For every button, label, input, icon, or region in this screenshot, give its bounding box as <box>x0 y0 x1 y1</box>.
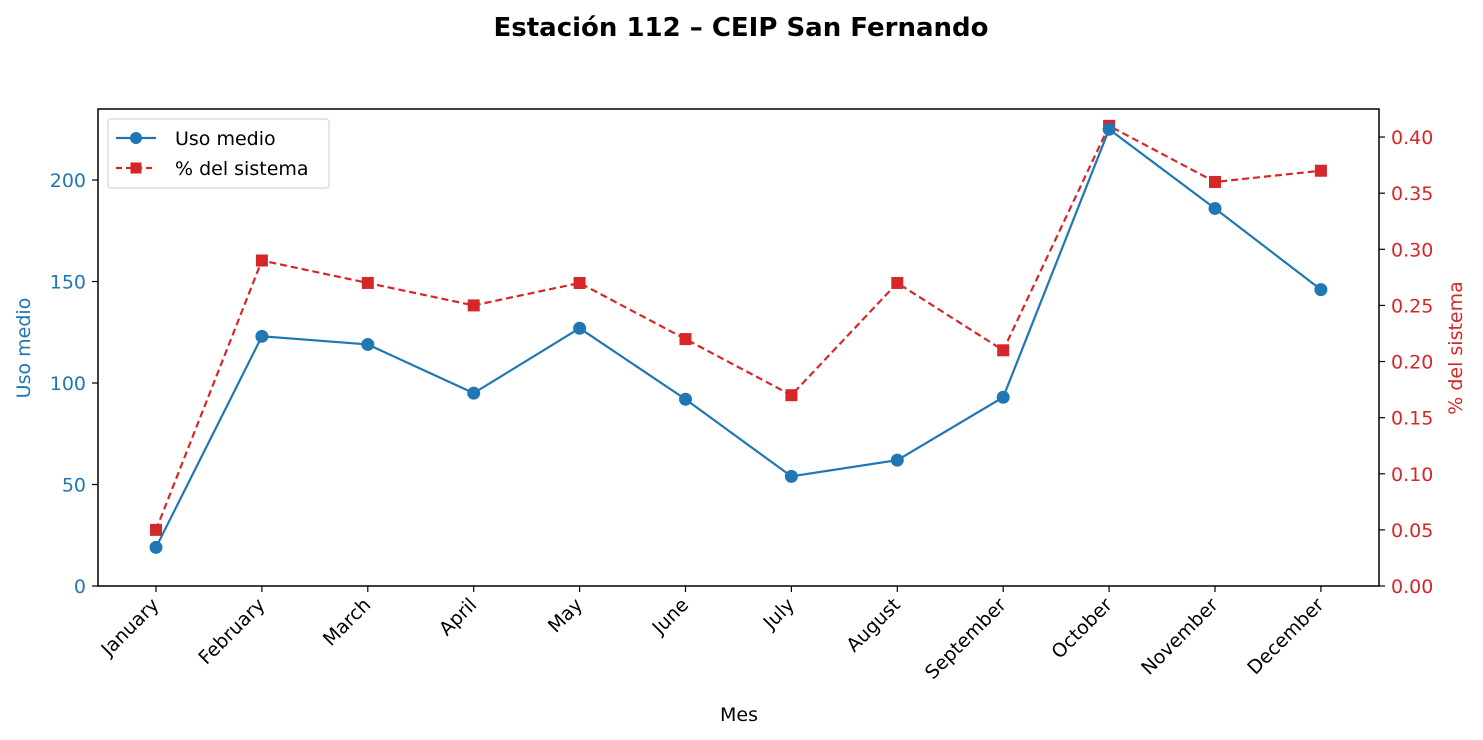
series-line-pct-sistema <box>154 124 1322 531</box>
right-y-tick-label: 0.30 <box>1391 239 1433 261</box>
data-point-uso-medio <box>149 540 163 554</box>
x-tick-label: August <box>842 594 905 657</box>
x-tick-label: November <box>1137 594 1223 680</box>
data-point-pct-sistema <box>785 389 798 402</box>
legend: Uso medio % del sistema <box>107 118 330 189</box>
legend-marker-uso-medio <box>130 132 142 144</box>
data-point-pct-sistema <box>1209 175 1221 188</box>
right-y-tick-label: 0.00 <box>1391 576 1433 598</box>
x-tick-label: April <box>435 594 481 640</box>
data-point-pct-sistema <box>891 276 904 289</box>
data-point-uso-medio <box>1208 201 1222 215</box>
data-point-uso-medio <box>255 329 269 343</box>
data-point-pct-sistema <box>679 333 692 346</box>
left-y-axis: 0 50 100 150 200 <box>50 170 98 598</box>
data-point-uso-medio <box>996 390 1010 404</box>
legend-marker-pct-sistema <box>130 162 142 174</box>
data-point-uso-medio <box>361 337 375 351</box>
x-axis: January February March April May June July Augu… <box>96 586 1329 684</box>
right-y-tick-label: 0.15 <box>1391 408 1433 430</box>
data-point-uso-medio <box>679 392 692 406</box>
data-point-pct-sistema <box>1314 164 1327 177</box>
data-point-pct-sistema <box>467 299 480 312</box>
data-point-uso-medio <box>1102 122 1116 136</box>
right-y-axis-label: % del sistema <box>1445 281 1467 415</box>
data-point-pct-sistema <box>997 344 1010 357</box>
x-tick-label: May <box>544 594 587 637</box>
right-y-tick-label: 0.25 <box>1391 295 1433 317</box>
data-point-pct-sistema <box>573 276 586 289</box>
left-y-tick-label: 0 <box>74 576 86 598</box>
x-tick-label: December <box>1243 594 1328 679</box>
legend-box <box>107 118 330 189</box>
data-point-pct-sistema <box>361 276 374 289</box>
left-y-tick-label: 150 <box>50 272 86 294</box>
data-point-uso-medio <box>1314 283 1328 297</box>
right-y-tick-label: 0.05 <box>1391 520 1433 542</box>
x-tick-label: January <box>96 594 163 661</box>
x-tick-label: June <box>648 594 694 640</box>
x-axis-label: Mes <box>720 704 758 726</box>
legend-label-pct-sistema: % del sistema <box>175 158 309 180</box>
right-y-tick-label: 0.10 <box>1391 464 1433 486</box>
data-point-uso-medio <box>784 469 798 483</box>
right-y-axis: 0.00 0.05 0.10 0.15 0.20 0.25 0.30 0.35 0.40 <box>1379 127 1433 598</box>
legend-label-uso-medio: Uso medio <box>175 128 276 150</box>
x-tick-label: September <box>921 594 1011 684</box>
x-tick-label: July <box>759 594 799 634</box>
plot-frame <box>97 108 1380 587</box>
x-tick-label: October <box>1047 594 1116 663</box>
left-y-tick-label: 50 <box>62 475 86 497</box>
series-layer <box>149 119 1328 554</box>
right-y-tick-label: 0.35 <box>1391 183 1433 205</box>
series-line-uso-medio <box>155 127 1322 548</box>
data-point-uso-medio <box>467 386 481 400</box>
data-point-uso-medio <box>890 453 904 467</box>
chart-title: Estación 112 – CEIP San Fernando <box>494 13 989 43</box>
right-y-tick-label: 0.40 <box>1391 127 1433 149</box>
left-y-tick-label: 200 <box>50 170 86 192</box>
x-tick-label: February <box>194 594 269 669</box>
left-y-axis-label: Uso medio <box>13 298 35 399</box>
left-y-tick-label: 100 <box>50 373 86 395</box>
data-point-pct-sistema <box>255 254 268 267</box>
data-point-uso-medio <box>573 321 587 335</box>
data-point-pct-sistema <box>150 523 162 536</box>
x-tick-label: March <box>319 594 376 651</box>
right-y-tick-label: 0.20 <box>1391 352 1433 374</box>
